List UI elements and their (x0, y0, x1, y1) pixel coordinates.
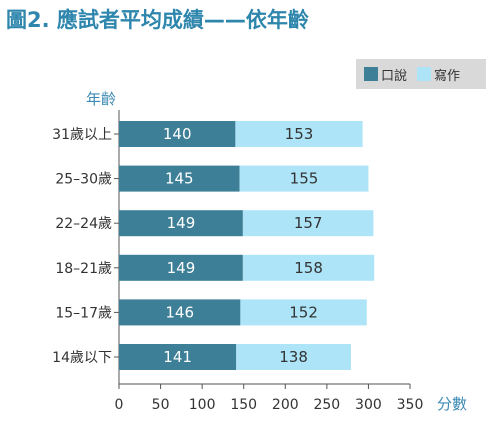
bar-writing (242, 210, 374, 237)
x-axis-title: 分數 (437, 395, 467, 413)
bar-speaking (119, 254, 243, 281)
bar-speaking (119, 165, 240, 192)
legend: 口說 寫作 (356, 59, 486, 89)
bar-speaking (119, 121, 236, 147)
bar-value-speaking: 146 (165, 303, 194, 321)
bar-value-writing: 138 (279, 348, 308, 366)
bar-value-writing: 155 (290, 170, 319, 188)
bar-writing (239, 165, 369, 192)
x-tick-label: 100 (189, 397, 216, 413)
legend-label-writing: 寫作 (434, 68, 461, 84)
category-label: 18–21歲 (55, 261, 112, 277)
category-label: 14歲以下 (52, 350, 112, 366)
legend-swatch-speaking (364, 67, 378, 81)
bar-writing (242, 254, 375, 281)
x-tick-label: 250 (313, 397, 340, 413)
category-label: 15–17歲 (55, 305, 112, 321)
x-tick-label: 50 (152, 397, 170, 413)
bar-writing (236, 344, 351, 370)
x-tick-label: 300 (355, 397, 382, 413)
bar-value-writing: 157 (294, 214, 323, 232)
category-label: 31歲以上 (52, 127, 112, 143)
category-label: 22–24歲 (55, 216, 112, 232)
chart-title: 圖2. 應試者平均成績——依年齡 (6, 8, 309, 32)
bar-value-speaking: 141 (163, 348, 192, 366)
x-tick-label: 200 (272, 397, 299, 413)
legend-item-speaking: 口說 (364, 65, 407, 84)
bar-speaking (119, 210, 243, 237)
bar-value-speaking: 149 (167, 214, 196, 232)
y-axis-title: 年齡 (86, 90, 116, 108)
legend-swatch-writing (417, 67, 432, 81)
bar-value-speaking: 149 (167, 259, 196, 277)
bar-speaking (119, 299, 241, 326)
bar-writing (235, 121, 363, 147)
bar-speaking (119, 344, 237, 370)
bar-value-writing: 153 (285, 125, 314, 143)
legend-label-speaking: 口說 (381, 68, 408, 84)
legend-item-writing: 寫作 (417, 65, 460, 84)
x-tick-label: 150 (230, 397, 257, 413)
x-tick-label: 0 (115, 397, 124, 413)
x-tick-label: 350 (397, 397, 424, 413)
category-label: 25–30歲 (55, 172, 112, 188)
bar-writing (240, 299, 367, 326)
bar-value-writing: 152 (289, 303, 318, 321)
bar-value-writing: 158 (294, 259, 323, 277)
bar-value-speaking: 145 (165, 170, 194, 188)
bar-value-speaking: 140 (163, 125, 192, 143)
